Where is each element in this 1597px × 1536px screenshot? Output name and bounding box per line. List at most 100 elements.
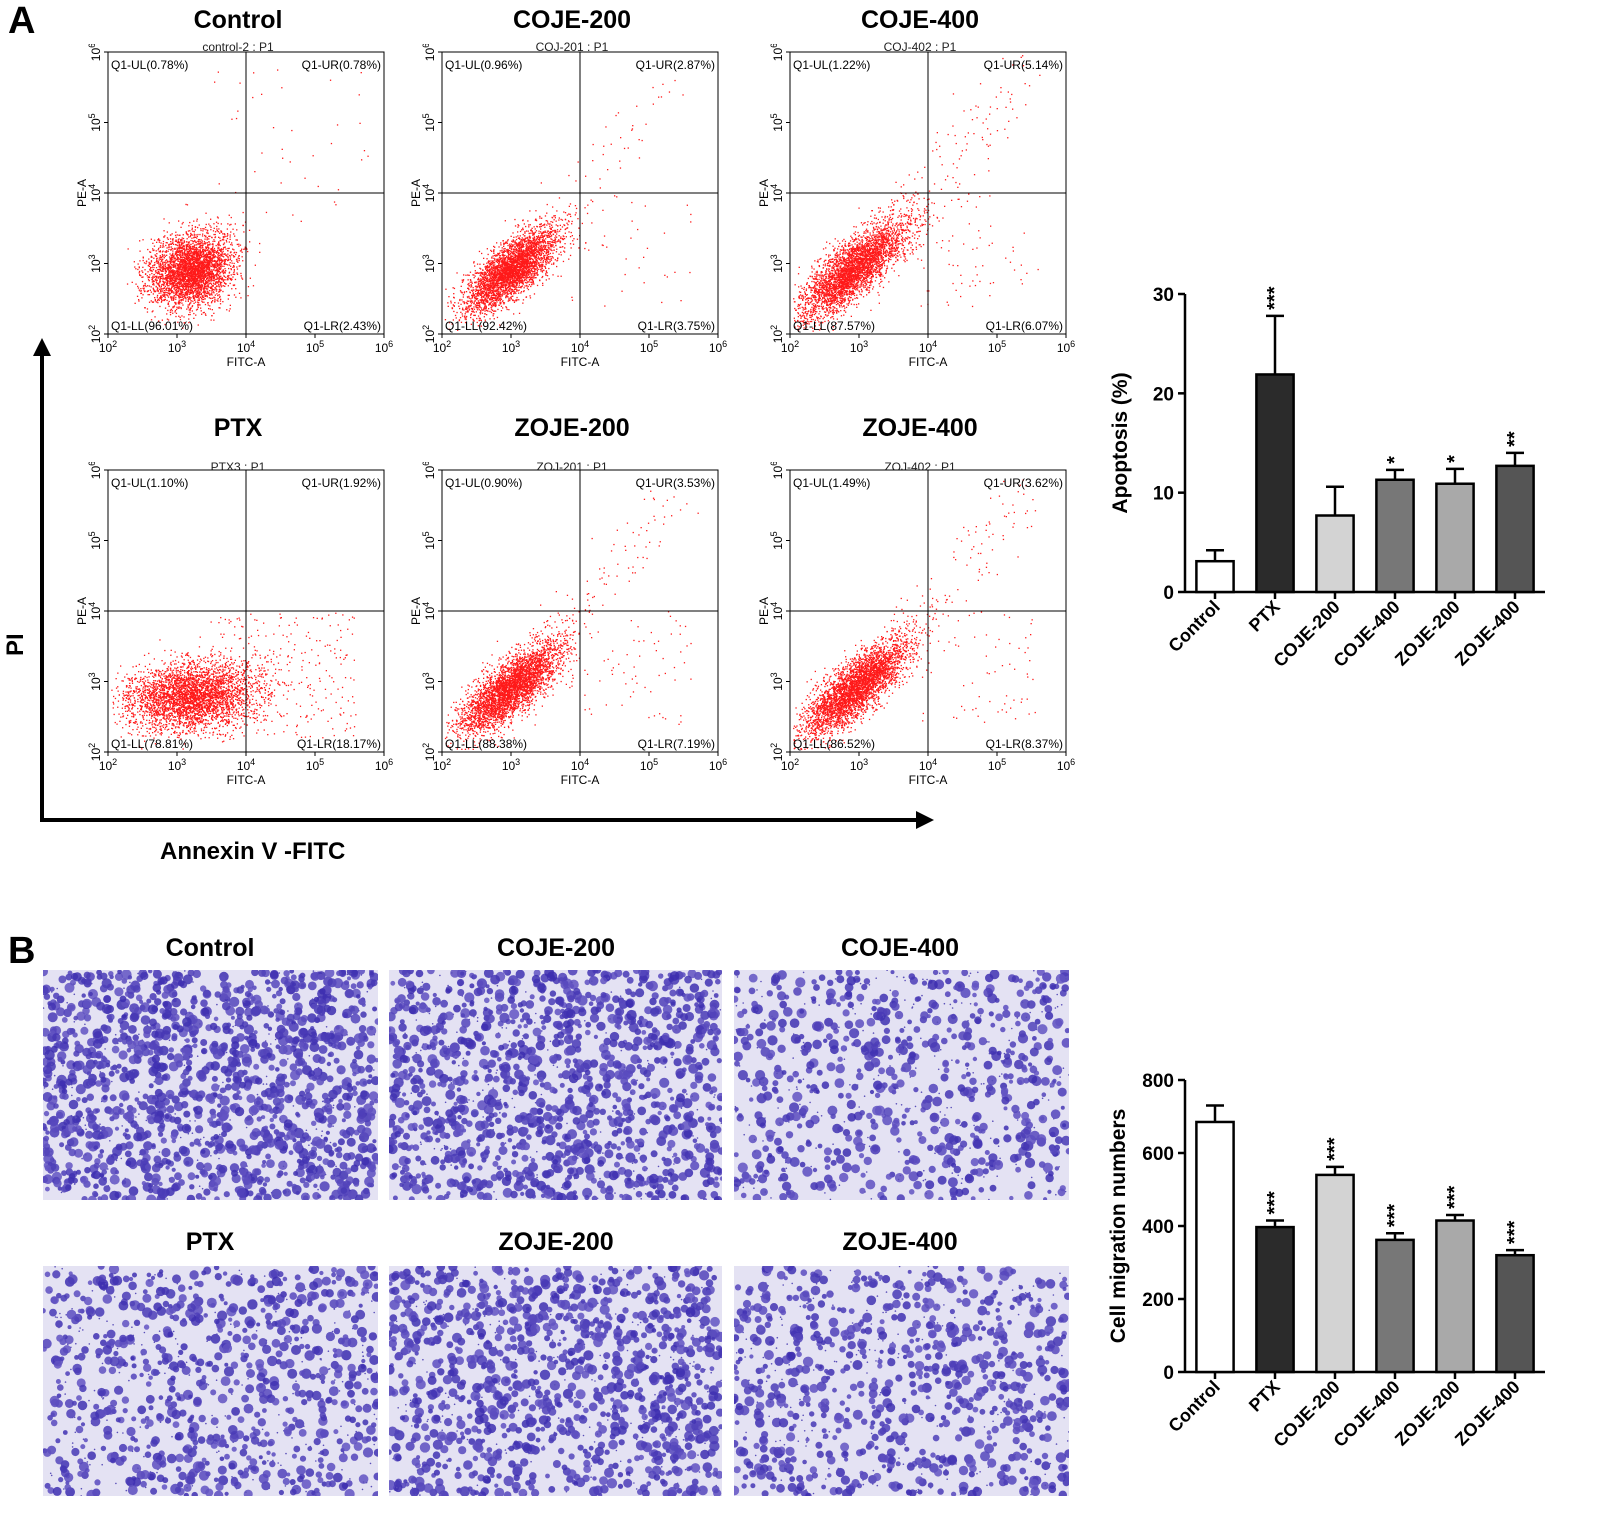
micrograph-ptx — [43, 1266, 378, 1496]
x-tick-label: 102 — [781, 757, 799, 773]
x-tick-label: 106 — [709, 757, 727, 773]
bar — [1195, 1120, 1235, 1374]
x-tick-label: 106 — [709, 339, 727, 355]
flow-plot-coje-400: Q1-UL(1.22%) Q1-UR(5.14%) Q1-LL(87.57%) Q1-… — [757, 44, 1075, 369]
stained-cells — [43, 1266, 378, 1496]
migration-bar-chart: 0200400600800Control***PTX***COJE-200***… — [1107, 1071, 1545, 1451]
x-axis-label: FITC-A — [561, 355, 600, 369]
quadrant-ll-label: Q1-LL(86.52%) — [793, 737, 875, 751]
y-tick-label: 106 — [421, 44, 437, 61]
quadrant-ll-label: Q1-LL(87.57%) — [793, 319, 875, 333]
bar — [1315, 1173, 1355, 1374]
flow-title: COJE-200 — [402, 6, 742, 35]
quadrant-ul-label: Q1-UL(1.49%) — [793, 476, 870, 490]
stained-cells — [389, 970, 722, 1200]
y-tick-label: 30 — [1153, 285, 1174, 306]
y-tick-label: 104 — [769, 184, 785, 202]
x-axis-label: FITC-A — [227, 773, 266, 787]
bar — [1435, 1219, 1475, 1374]
x-tick-label: 104 — [919, 757, 937, 773]
y-tick-label: 105 — [421, 113, 437, 131]
y-tick-label: 400 — [1142, 1217, 1174, 1238]
y-axis-label: PE-A — [409, 597, 423, 625]
y-tick-label: 102 — [421, 743, 437, 761]
flow-plot-area: Q1-UL(1.49%) Q1-UR(3.62%) Q1-LL(86.52%) Q1-… — [757, 462, 1075, 787]
y-axis-label: PE-A — [757, 597, 771, 625]
x-tick-label: 104 — [571, 757, 589, 773]
quadrant-ll-label: Q1-LL(88.38%) — [445, 737, 527, 751]
membrane-pores — [389, 970, 722, 1200]
membrane-pores — [389, 1266, 722, 1496]
bar — [1195, 559, 1235, 594]
membrane-pores — [735, 1266, 1069, 1496]
significance-label: *** — [1504, 1221, 1526, 1245]
event-dots — [444, 79, 692, 331]
stained-cells — [734, 970, 1069, 1200]
micrograph-coje-400 — [734, 970, 1069, 1200]
panel-letter-b: B — [8, 930, 35, 973]
y-tick-label: 102 — [421, 325, 437, 343]
flow-title: ZOJE-400 — [750, 414, 1090, 443]
flow-sample-label: COJ-402 : P1 — [750, 40, 1090, 54]
membrane-pores — [49, 1266, 378, 1496]
x-tick-label: 105 — [640, 757, 658, 773]
quadrant-ul-label: Q1-UL(0.90%) — [445, 476, 522, 490]
x-tick-label: 105 — [988, 757, 1006, 773]
y-tick-label: 105 — [87, 113, 103, 131]
y-axis-label: PE-A — [409, 179, 423, 207]
x-tick-label: 103 — [502, 757, 520, 773]
significance-label: *** — [1444, 1185, 1466, 1209]
y-tick-label: 106 — [87, 462, 103, 479]
event-dots — [444, 490, 699, 750]
micro-title: Control — [40, 934, 380, 963]
pi-axis-label: PI — [2, 633, 30, 656]
flow-plot-area: Q1-UL(0.90%) Q1-UR(3.53%) Q1-LL(88.38%) Q1-… — [409, 462, 727, 787]
event-dots — [793, 479, 1037, 751]
flow-title: Control — [68, 6, 408, 35]
y-tick-label: 106 — [769, 462, 785, 479]
x-tick-label: 102 — [433, 757, 451, 773]
y-tick-label: 105 — [87, 531, 103, 549]
y-tick-label: 106 — [421, 462, 437, 479]
flow-plot-area: Q1-UL(1.10%) Q1-UR(1.92%) Q1-LL(78.81%) Q1-… — [75, 462, 393, 787]
y-axis-label: PE-A — [75, 179, 89, 207]
x-tick-label: PTX — [1245, 1377, 1284, 1416]
micrograph-coje-200 — [389, 970, 722, 1200]
y-axis-title: Cell migration numbers — [1107, 1109, 1130, 1344]
x-tick-label: 102 — [99, 757, 117, 773]
y-tick-label: 0 — [1163, 583, 1174, 604]
event-dots — [793, 55, 1041, 332]
quadrant-ur-label: Q1-UR(3.62%) — [984, 476, 1063, 490]
micro-title: PTX — [40, 1228, 380, 1257]
micro-title: COJE-200 — [386, 934, 726, 963]
flow-plot-area: Q1-UL(0.78%) Q1-UR(0.78%) Q1-LL(96.01%) Q1-… — [75, 44, 393, 369]
flow-plot-coje-200: Q1-UL(0.96%) Q1-UR(2.87%) Q1-LL(92.42%) Q1-… — [409, 44, 727, 369]
quadrant-lr-label: Q1-LR(8.37%) — [986, 737, 1063, 751]
x-tick-label: 104 — [919, 339, 937, 355]
bar — [1435, 482, 1475, 594]
y-tick-label: 103 — [87, 672, 103, 690]
y-tick-label: 200 — [1142, 1290, 1174, 1311]
x-tick-label: 102 — [99, 339, 117, 355]
x-tick-label: 105 — [306, 339, 324, 355]
x-axis-label: FITC-A — [227, 355, 266, 369]
x-axis-label: FITC-A — [909, 355, 948, 369]
y-tick-label: 104 — [87, 184, 103, 202]
y-tick-label: 800 — [1142, 1071, 1174, 1092]
x-tick-label: ZOJE-400 — [1451, 597, 1524, 670]
y-tick-label: 102 — [87, 325, 103, 343]
y-tick-label: 104 — [769, 602, 785, 620]
significance-label: ** — [1504, 431, 1526, 447]
quadrant-ul-label: Q1-UL(1.22%) — [793, 58, 870, 72]
quadrant-ll-label: Q1-LL(92.42%) — [445, 319, 527, 333]
x-tick-label: Control — [1164, 597, 1223, 656]
y-tick-label: 103 — [769, 254, 785, 272]
x-tick-label: 103 — [168, 339, 186, 355]
x-tick-label: 103 — [168, 757, 186, 773]
y-tick-label: 20 — [1153, 384, 1174, 405]
flow-title: COJE-400 — [750, 6, 1090, 35]
annexin-axis-label: Annexin V -FITC — [160, 838, 345, 866]
bar — [1375, 478, 1415, 594]
quadrant-ur-label: Q1-UR(0.78%) — [302, 58, 381, 72]
y-tick-label: 103 — [421, 672, 437, 690]
